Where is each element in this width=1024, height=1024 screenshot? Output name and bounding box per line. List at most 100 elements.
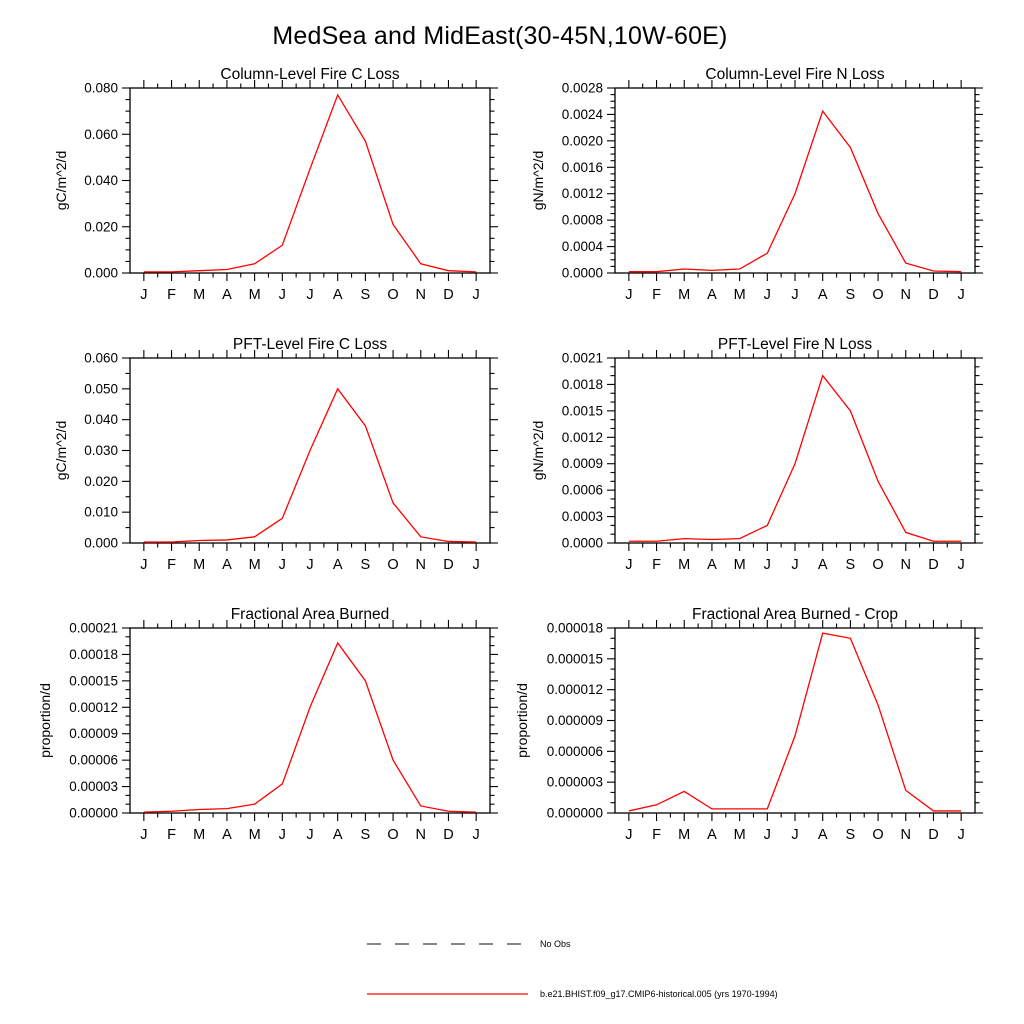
- svg-text:D: D: [443, 557, 453, 573]
- svg-text:0.000006: 0.000006: [547, 744, 603, 759]
- svg-text:0.0006: 0.0006: [562, 483, 603, 498]
- svg-text:A: A: [818, 827, 828, 843]
- svg-text:0.00000: 0.00000: [69, 806, 118, 821]
- chart-fractional-area-burned: Fractional Area Burned 0.00000 0.00003 0.00…: [15, 595, 525, 853]
- axes-and-ticks: [607, 620, 983, 821]
- svg-text:0.000015: 0.000015: [547, 651, 603, 666]
- svg-text:gN/m^2/d: gN/m^2/d: [530, 151, 546, 210]
- svg-text:F: F: [167, 557, 176, 573]
- svg-text:M: M: [193, 287, 205, 303]
- svg-text:0.0004: 0.0004: [562, 239, 604, 254]
- axis-labels: Column-Level Fire N Loss 0.0000 0.0004 0.00…: [530, 66, 965, 303]
- svg-text:0.0015: 0.0015: [562, 403, 603, 418]
- svg-text:M: M: [678, 557, 690, 573]
- svg-text:0.00006: 0.00006: [69, 753, 118, 768]
- data-line: [143, 93, 477, 273]
- svg-text:N: N: [901, 827, 911, 843]
- svg-text:Column-Level Fire N Loss: Column-Level Fire N Loss: [705, 66, 884, 83]
- svg-text:0.0024: 0.0024: [562, 107, 604, 122]
- svg-text:0.040: 0.040: [84, 412, 118, 427]
- svg-text:F: F: [167, 827, 176, 843]
- svg-text:Fractional Area Burned: Fractional Area Burned: [231, 606, 390, 623]
- svg-text:J: J: [764, 557, 771, 573]
- svg-text:0.00015: 0.00015: [69, 673, 118, 688]
- svg-text:A: A: [333, 287, 343, 303]
- svg-text:J: J: [958, 287, 965, 303]
- svg-text:J: J: [473, 557, 480, 573]
- svg-text:proportion/d: proportion/d: [37, 683, 53, 758]
- svg-text:J: J: [791, 557, 798, 573]
- svg-text:D: D: [443, 827, 453, 843]
- axis-labels: Fractional Area Burned - Crop 0.000000 0.0…: [514, 606, 965, 843]
- legend-label-no-obs: No Obs: [540, 939, 571, 949]
- svg-text:0.00021: 0.00021: [69, 621, 118, 636]
- svg-text:S: S: [846, 557, 856, 573]
- svg-text:D: D: [928, 287, 938, 303]
- axes-and-ticks: [122, 80, 498, 281]
- svg-text:D: D: [928, 557, 938, 573]
- svg-text:0.0009: 0.0009: [562, 456, 603, 471]
- chart-svg: Fractional Area Burned 0.00000 0.00003 0.00…: [37, 606, 498, 843]
- svg-text:N: N: [416, 557, 426, 573]
- svg-text:Column-Level Fire C Loss: Column-Level Fire C Loss: [220, 66, 399, 83]
- svg-text:A: A: [333, 557, 343, 573]
- svg-text:PFT-Level Fire C Loss: PFT-Level Fire C Loss: [233, 336, 387, 353]
- svg-text:0.0028: 0.0028: [562, 81, 603, 96]
- svg-text:J: J: [958, 557, 965, 573]
- svg-text:A: A: [707, 287, 717, 303]
- svg-text:A: A: [707, 557, 717, 573]
- svg-text:J: J: [625, 827, 632, 843]
- svg-text:0.060: 0.060: [84, 127, 118, 142]
- svg-text:J: J: [958, 827, 965, 843]
- svg-text:0.040: 0.040: [84, 173, 118, 188]
- svg-text:0.0008: 0.0008: [562, 213, 603, 228]
- svg-text:0.000: 0.000: [84, 536, 118, 551]
- svg-text:0.0012: 0.0012: [562, 430, 603, 445]
- svg-text:0.000018: 0.000018: [547, 621, 603, 636]
- svg-text:J: J: [625, 287, 632, 303]
- svg-text:J: J: [140, 827, 147, 843]
- svg-text:J: J: [140, 287, 147, 303]
- chart-column-level-fire-c-loss: Column-Level Fire C Loss 0.000 0.020 0.040 0…: [15, 55, 525, 313]
- svg-text:A: A: [818, 557, 828, 573]
- data-line: [628, 109, 962, 273]
- svg-text:S: S: [361, 287, 371, 303]
- svg-text:D: D: [928, 827, 938, 843]
- data-line: [628, 632, 962, 812]
- svg-text:O: O: [872, 557, 883, 573]
- svg-text:0.050: 0.050: [84, 381, 118, 396]
- svg-text:0.030: 0.030: [84, 443, 118, 458]
- chart-svg: Column-Level Fire N Loss 0.0000 0.0004 0.00…: [530, 66, 983, 303]
- svg-text:0.0020: 0.0020: [562, 133, 603, 148]
- legend-label-model-run: b.e21.BHIST.f09_g17.CMIP6-historical.005…: [540, 989, 778, 999]
- svg-text:J: J: [279, 827, 286, 843]
- chart-svg: Column-Level Fire C Loss 0.000 0.020 0.040 0…: [53, 66, 498, 303]
- axes-and-ticks: [122, 620, 498, 821]
- chart-svg: PFT-Level Fire C Loss 0.000 0.010 0.020 0.03…: [53, 336, 498, 573]
- svg-text:J: J: [279, 557, 286, 573]
- axis-labels: Column-Level Fire C Loss 0.000 0.020 0.040 0…: [53, 66, 480, 303]
- svg-text:J: J: [473, 287, 480, 303]
- svg-text:J: J: [306, 557, 313, 573]
- svg-text:M: M: [734, 287, 746, 303]
- svg-text:gC/m^2/d: gC/m^2/d: [53, 421, 69, 480]
- svg-text:F: F: [652, 557, 661, 573]
- svg-text:0.080: 0.080: [84, 81, 118, 96]
- svg-text:F: F: [652, 287, 661, 303]
- svg-text:0.010: 0.010: [84, 505, 118, 520]
- svg-text:J: J: [764, 827, 771, 843]
- legend-entry-no-obs: No Obs: [365, 938, 571, 950]
- svg-text:M: M: [249, 557, 261, 573]
- svg-text:A: A: [222, 287, 232, 303]
- svg-text:0.000000: 0.000000: [547, 806, 603, 821]
- svg-text:O: O: [872, 287, 883, 303]
- svg-text:F: F: [167, 287, 176, 303]
- svg-text:0.0016: 0.0016: [562, 160, 603, 175]
- svg-text:0.00009: 0.00009: [69, 726, 118, 741]
- data-line: [143, 641, 477, 813]
- svg-text:M: M: [193, 557, 205, 573]
- page-title: MedSea and MidEast(30-45N,10W-60E): [272, 22, 728, 50]
- chart-pft-level-fire-n-loss: PFT-Level Fire N Loss 0.0000 0.0003 0.0006 0…: [500, 325, 1010, 583]
- svg-text:S: S: [846, 827, 856, 843]
- svg-text:M: M: [678, 287, 690, 303]
